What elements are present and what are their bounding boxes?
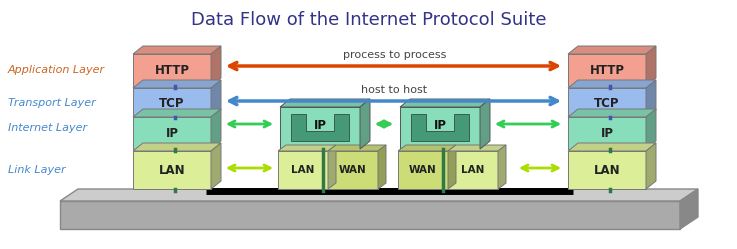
Text: LAN: LAN (158, 164, 185, 177)
Bar (60, 201, 680, 229)
Polygon shape (278, 145, 336, 151)
Polygon shape (291, 114, 349, 141)
Bar (133, 54, 211, 86)
Polygon shape (448, 145, 456, 189)
Text: Link Layer: Link Layer (8, 165, 66, 175)
Polygon shape (568, 46, 656, 54)
Text: Transport Layer: Transport Layer (8, 98, 96, 108)
Bar (133, 88, 211, 118)
Polygon shape (133, 80, 221, 88)
Bar (448, 151, 498, 189)
Polygon shape (378, 145, 386, 189)
Polygon shape (480, 99, 490, 149)
Polygon shape (646, 80, 656, 118)
Polygon shape (328, 145, 386, 151)
Bar (133, 117, 211, 149)
Polygon shape (448, 145, 506, 151)
Polygon shape (211, 80, 221, 118)
Bar (568, 151, 646, 189)
Polygon shape (280, 99, 370, 107)
Bar (568, 54, 646, 86)
Bar (568, 88, 646, 118)
Text: HTTP: HTTP (590, 63, 624, 76)
Polygon shape (646, 46, 656, 86)
Polygon shape (211, 143, 221, 189)
Text: LAN: LAN (594, 164, 621, 177)
Polygon shape (133, 143, 221, 151)
Polygon shape (568, 109, 656, 117)
Text: IP: IP (601, 126, 613, 139)
Polygon shape (360, 99, 370, 149)
Bar (400, 107, 480, 149)
Polygon shape (646, 109, 656, 149)
Text: WAN: WAN (409, 165, 437, 175)
Text: Internet Layer: Internet Layer (8, 123, 87, 133)
Bar (133, 151, 211, 189)
Text: TCP: TCP (594, 97, 620, 110)
Polygon shape (411, 114, 469, 141)
Polygon shape (133, 109, 221, 117)
Bar (328, 151, 378, 189)
Polygon shape (60, 189, 698, 201)
Text: IP: IP (166, 126, 178, 139)
Polygon shape (646, 143, 656, 189)
Polygon shape (568, 80, 656, 88)
Polygon shape (211, 46, 221, 86)
Bar (398, 151, 448, 189)
Text: LAN: LAN (291, 165, 315, 175)
Text: IP: IP (313, 120, 326, 132)
Polygon shape (211, 109, 221, 149)
Text: host to host: host to host (361, 85, 427, 95)
Polygon shape (568, 143, 656, 151)
Text: WAN: WAN (339, 165, 367, 175)
Text: HTTP: HTTP (155, 63, 189, 76)
Text: Data Flow of the Internet Protocol Suite: Data Flow of the Internet Protocol Suite (191, 11, 546, 29)
Text: LAN: LAN (461, 165, 485, 175)
Polygon shape (680, 189, 698, 229)
Text: process to process: process to process (343, 50, 446, 60)
Polygon shape (398, 145, 456, 151)
Bar (568, 117, 646, 149)
Polygon shape (133, 46, 221, 54)
Polygon shape (328, 145, 336, 189)
Text: IP: IP (433, 120, 447, 132)
Bar (280, 107, 360, 149)
Text: Application Layer: Application Layer (8, 65, 105, 75)
Bar (278, 151, 328, 189)
Polygon shape (498, 145, 506, 189)
Polygon shape (400, 99, 490, 107)
Text: TCP: TCP (159, 97, 185, 110)
